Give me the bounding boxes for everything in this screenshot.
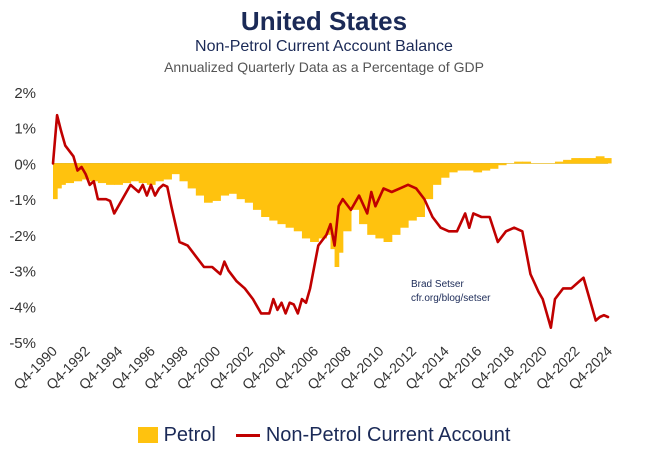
petrol-bar <box>97 163 107 184</box>
non-petrol-line <box>51 113 610 330</box>
petrol-bar <box>195 163 205 196</box>
y-tick-label: -4% <box>9 299 36 316</box>
petrol-bar <box>310 163 319 242</box>
petrol-bar <box>285 163 295 228</box>
petrol-bar <box>608 158 612 164</box>
petrol-bar <box>212 163 221 201</box>
petrol-bar <box>326 163 332 235</box>
petrol-bar <box>244 163 254 203</box>
annotation-url: cfr.org/blog/setser <box>411 293 491 304</box>
petrol-bar <box>179 163 189 182</box>
petrol-bar <box>595 156 605 164</box>
petrol-bar <box>481 163 491 171</box>
petrol-bar <box>416 163 425 217</box>
source-annotation: Brad Setser cfr.org/blog/setser <box>411 278 490 306</box>
petrol-bar <box>261 163 270 217</box>
y-tick-label: -3% <box>9 264 36 281</box>
petrol-bar <box>554 161 564 164</box>
legend-swatch-non-petrol <box>235 433 260 437</box>
petrol-bar <box>603 158 609 164</box>
petrol-bar <box>65 163 74 184</box>
petrol-bar <box>277 163 287 225</box>
legend-label-non-petrol: Non-Petrol Current Account <box>265 423 511 446</box>
petrol-bar <box>171 163 181 175</box>
petrol-bar <box>448 163 458 173</box>
petrol-bar <box>342 163 352 232</box>
y-tick-label: -2% <box>9 228 36 245</box>
petrol-bar <box>514 161 523 164</box>
legend-label-petrol: Petrol <box>163 423 216 446</box>
y-tick-label: 0% <box>14 156 36 173</box>
legend-item-non-petrol: Non-Petrol Current Account <box>235 423 511 447</box>
petrol-bar <box>228 163 238 194</box>
petrol-bar <box>571 158 581 164</box>
y-tick-label: 2% <box>14 85 36 102</box>
petrol-bar <box>587 158 597 164</box>
petrol-bar <box>57 163 62 189</box>
petrol-bar <box>375 163 385 239</box>
petrol-bar <box>318 163 328 239</box>
petrol-bar <box>473 163 483 173</box>
petrol-bar <box>163 163 172 180</box>
petrol-bar <box>579 158 589 164</box>
petrol-bar <box>440 163 450 178</box>
petrol-bar <box>122 163 132 184</box>
chart-subtitle: Non-Petrol Current Account Balance <box>195 38 453 55</box>
petrol-bar <box>359 163 368 225</box>
petrol-bar <box>563 159 572 164</box>
petrol-bar <box>252 163 262 210</box>
petrol-bar <box>424 163 434 200</box>
legend-item-petrol: Petrol <box>137 423 216 447</box>
y-tick-label: 1% <box>14 121 36 138</box>
petrol-bar <box>350 163 360 210</box>
petrol-bar <box>293 163 303 232</box>
petrol-bar <box>367 163 376 235</box>
petrol-bar <box>61 163 66 185</box>
petrol-bar <box>138 163 148 184</box>
legend-swatch-petrol <box>137 427 158 443</box>
chart-title: United States <box>240 6 408 36</box>
petrol-bar <box>155 163 164 182</box>
petrol-bar <box>81 163 91 180</box>
petrol-bar <box>146 163 156 185</box>
petrol-bar <box>399 163 409 228</box>
petrol-bar <box>269 163 279 221</box>
chart-legend: Petrol Non-Petrol Current Account <box>0 420 648 450</box>
petrol-bar <box>53 163 58 200</box>
petrol-bar <box>338 163 344 253</box>
petrol-bar <box>408 163 417 221</box>
petrol-bar <box>301 163 311 239</box>
annotation-author: Brad Setser <box>411 279 464 290</box>
petrol-bar <box>522 161 532 164</box>
chart-subtitle-2: Annualized Quarterly Data as a Percentag… <box>164 59 484 75</box>
petrol-bar <box>383 163 393 242</box>
petrol-bar <box>187 163 197 189</box>
petrol-bar <box>203 163 213 203</box>
petrol-bar <box>497 163 507 166</box>
petrol-bar <box>236 163 246 200</box>
petrol-bar <box>73 163 83 182</box>
petrol-bar <box>89 163 99 182</box>
y-tick-label: -1% <box>9 192 36 209</box>
petrol-bar <box>489 163 499 169</box>
petrol-bar <box>330 163 336 250</box>
petrol-bar <box>130 163 140 182</box>
petrol-bar <box>432 163 442 185</box>
petrol-bar <box>114 163 123 185</box>
petrol-bar <box>220 163 230 196</box>
petrol-bar <box>457 163 466 171</box>
y-tick-label: -5% <box>9 335 36 352</box>
petrol-bar <box>106 163 115 185</box>
petrol-bar <box>391 163 401 235</box>
petrol-bar <box>465 163 474 171</box>
